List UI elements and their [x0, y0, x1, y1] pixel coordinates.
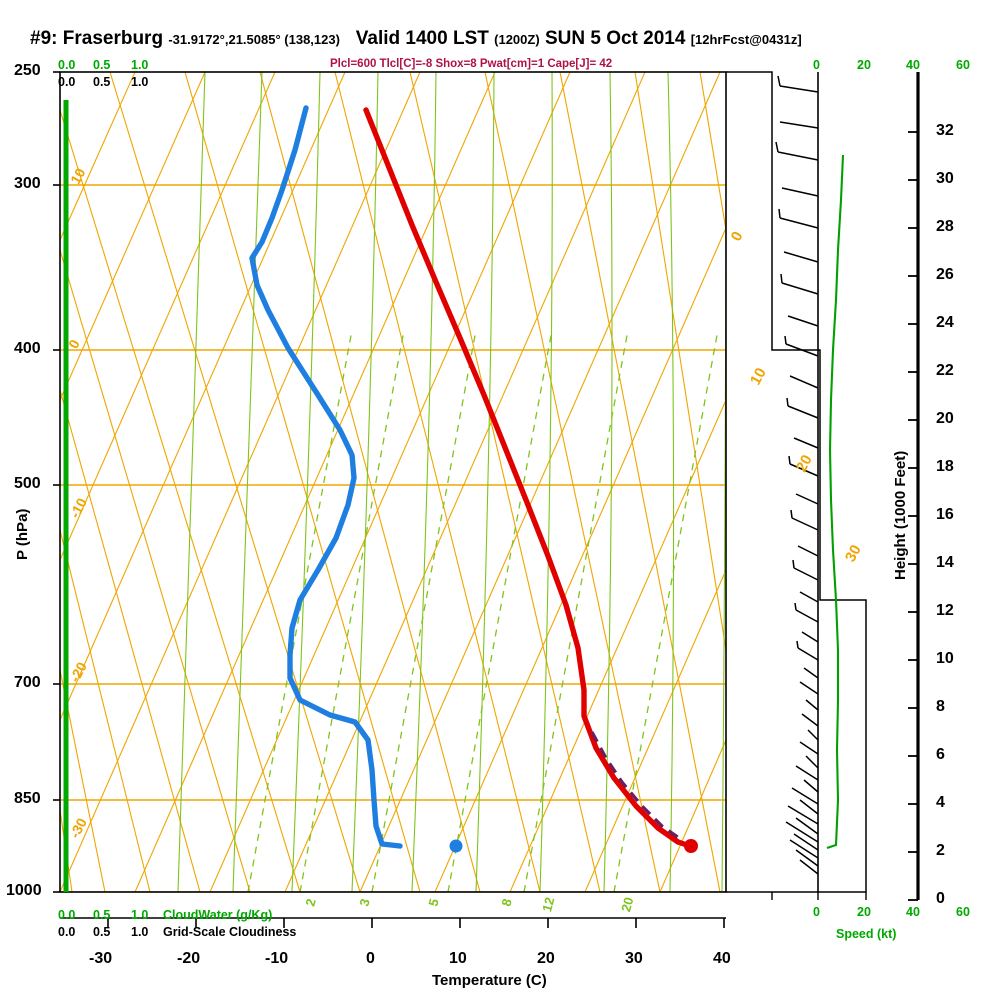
surface-temperature-marker	[684, 839, 698, 853]
sounding-parameters: Plcl=600 Tlcl[C]=-8 Shox=8 Pwat[cm]=1 Ca…	[330, 58, 613, 70]
pressure-axis-label: P (hPa)	[14, 508, 31, 560]
temperature-axis-label: Temperature (C)	[432, 972, 547, 989]
temp-tick-30: 30	[625, 950, 643, 967]
temp-tick-0: 0	[366, 950, 375, 967]
pressure-tick-500: 500	[14, 475, 41, 492]
cloudiness-tick-0: 0.0	[58, 925, 76, 939]
cloudwater-tick-1-bottom: 1.0	[131, 908, 149, 922]
height-tick-10: 10	[936, 650, 954, 667]
plot-border	[59, 71, 727, 893]
height-tick-6: 6	[936, 746, 945, 763]
height-tick-26: 26	[936, 266, 954, 283]
speed-tick-60-top: 60	[956, 58, 970, 72]
cloudiness-tick-0-top: 0.0	[58, 75, 76, 89]
pressure-tick-300: 300	[14, 175, 41, 192]
cloudwater-tick-0: 0.0	[58, 58, 76, 72]
temperature-profile	[363, 107, 693, 849]
valid-time-utc: (1200Z)	[494, 32, 540, 47]
pressure-tick-250: 250	[14, 62, 41, 79]
plot-background	[60, 72, 726, 892]
height-tick-28: 28	[936, 218, 954, 235]
parcel-trace	[590, 731, 683, 842]
height-tick-14: 14	[936, 554, 954, 571]
pressure-ticks	[53, 71, 60, 893]
cloudiness-axis-label: Grid-Scale Cloudiness	[163, 925, 297, 939]
cloudiness-tick-half-top: 0.5	[93, 75, 111, 89]
height-tick-32: 32	[936, 122, 954, 139]
speed-axis-label: Speed (kt)	[836, 927, 897, 941]
height-tick-20: 20	[936, 410, 954, 427]
station-name: Fraserburg	[62, 28, 164, 49]
temp-tick-10: 10	[449, 950, 467, 967]
height-tick-12: 12	[936, 602, 954, 619]
temp-tick-m10: -10	[265, 950, 289, 967]
speed-tick-20-top: 20	[857, 58, 871, 72]
isobars	[60, 184, 726, 892]
height-tick-22: 22	[936, 362, 954, 379]
temp-tick-20: 20	[537, 950, 555, 967]
height-axis-label: Height (1000 Feet)	[892, 450, 909, 580]
speed-tick-0-top: 0	[813, 58, 820, 72]
height-tick-16: 16	[936, 506, 954, 523]
height-tick-24: 24	[936, 314, 954, 331]
grid-lines	[60, 72, 726, 892]
height-tick-4: 4	[936, 794, 945, 811]
forecast-tag: [12hrFcst@0431z]	[690, 32, 802, 47]
wind-panel-frame	[726, 71, 867, 893]
height-tick-8: 8	[936, 698, 945, 715]
speed-tick-20: 20	[857, 905, 871, 919]
temperature-ticks	[60, 917, 726, 928]
temp-tick-m30: -30	[89, 950, 113, 967]
valid-date: SUN 5 Oct 2014	[544, 28, 686, 49]
cloudwater-tick-half-bottom: 0.5	[93, 908, 111, 922]
pressure-tick-1000: 1000	[6, 882, 42, 899]
isotherms	[60, 72, 726, 892]
pressure-tick-400: 400	[14, 340, 41, 357]
speed-tick-40: 40	[906, 905, 920, 919]
cloudwater-tick-half: 0.5	[93, 58, 111, 72]
height-tick-0: 0	[936, 890, 945, 907]
station-coords: -31.9172°,21.5085° (138,123)	[168, 32, 340, 47]
cloudwater-tick-1: 1.0	[131, 58, 149, 72]
surface-dewpoint-marker	[449, 839, 463, 853]
temp-tick-m20: -20	[177, 950, 201, 967]
cloudwater-tick-0-bottom: 0.0	[58, 908, 76, 922]
wind-barb-panel	[726, 71, 867, 900]
speed-tick-40-top: 40	[906, 58, 920, 72]
wind-barbs	[775, 75, 819, 875]
speed-tick-60: 60	[956, 905, 970, 919]
valid-time: Valid 1400 LST	[355, 28, 489, 49]
dewpoint-profile	[249, 105, 403, 849]
chart-title: #9: Fraserburg -31.9172°,21.5085° (138,1…	[30, 28, 802, 50]
station-id: #9:	[30, 28, 58, 49]
speed-tick-0: 0	[813, 905, 820, 919]
height-tick-18: 18	[936, 458, 954, 475]
cloudwater-axis-label: CloudWater (g/Kg)	[163, 908, 273, 922]
height-axis	[908, 72, 920, 901]
pressure-tick-700: 700	[14, 674, 41, 691]
cloudiness-tick-1-top: 1.0	[131, 75, 149, 89]
pressure-tick-850: 850	[14, 790, 41, 807]
wind-speed-profile	[826, 154, 845, 849]
cloudiness-tick-1: 1.0	[131, 925, 149, 939]
height-tick-30: 30	[936, 170, 954, 187]
temp-tick-40: 40	[713, 950, 731, 967]
height-tick-2: 2	[936, 842, 945, 859]
cloudiness-tick-half: 0.5	[93, 925, 111, 939]
